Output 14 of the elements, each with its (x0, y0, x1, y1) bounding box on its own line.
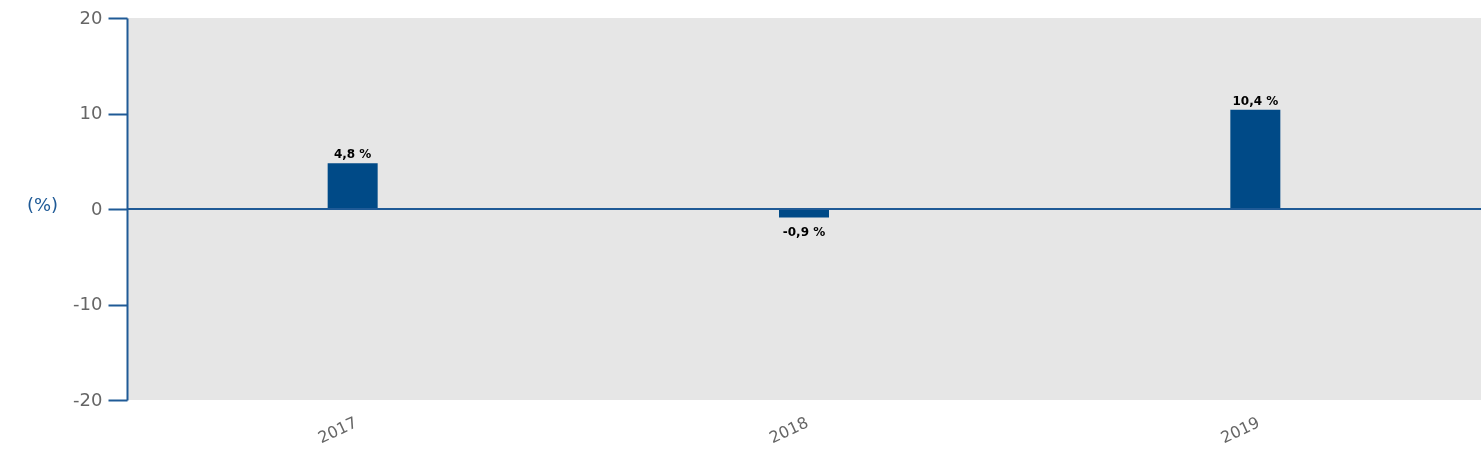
y-tick-label: 10 (79, 102, 103, 123)
x-tick-label: 2019 (1217, 412, 1263, 448)
data-label: -0,9 % (782, 224, 826, 239)
bar (327, 163, 378, 209)
x-tick-label: 2018 (766, 412, 812, 448)
y-tick-label: -10 (73, 293, 103, 314)
y-tick-label: 0 (91, 197, 103, 219)
x-tick-label: 2017 (314, 412, 360, 448)
y-tick-label: 20 (79, 6, 103, 28)
y-tick-label: -20 (73, 388, 103, 410)
y-axis-title: (%) (26, 193, 59, 215)
data-label: 10,4 % (1232, 93, 1279, 108)
bar (1230, 109, 1281, 209)
data-label: 4,8 % (333, 147, 372, 162)
